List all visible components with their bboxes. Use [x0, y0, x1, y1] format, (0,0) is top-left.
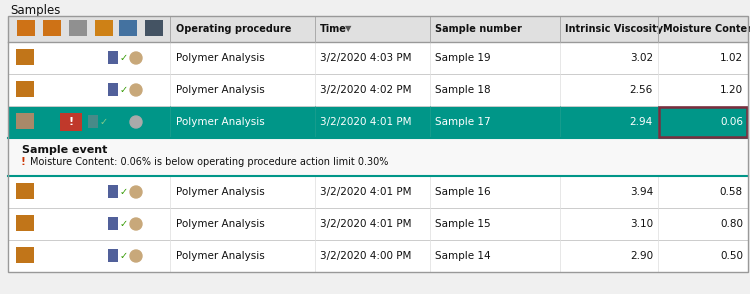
Text: 3.10: 3.10 [630, 219, 653, 229]
Text: Polymer Analysis: Polymer Analysis [176, 219, 265, 229]
Circle shape [130, 186, 142, 198]
Text: ✓: ✓ [100, 117, 108, 127]
Text: !: ! [20, 157, 25, 167]
Text: ✓: ✓ [120, 251, 128, 261]
Text: 2.94: 2.94 [630, 117, 653, 127]
Text: 3/2/2020 4:01 PM: 3/2/2020 4:01 PM [320, 219, 412, 229]
Text: Operating procedure: Operating procedure [176, 24, 291, 34]
Text: Sample 16: Sample 16 [435, 187, 490, 197]
Text: Polymer Analysis: Polymer Analysis [176, 53, 265, 63]
Text: ▼: ▼ [345, 24, 352, 34]
Text: 3.02: 3.02 [630, 53, 653, 63]
Circle shape [130, 218, 142, 230]
Text: 3/2/2020 4:02 PM: 3/2/2020 4:02 PM [320, 85, 412, 95]
Bar [16, 81, 34, 97]
Bar [16, 49, 34, 65]
Text: Polymer Analysis: Polymer Analysis [176, 85, 265, 95]
Text: 2.56: 2.56 [630, 85, 653, 95]
Bar [88, 115, 98, 128]
Bar [8, 16, 748, 42]
Text: Moisture Content [%]: Moisture Content [%] [663, 24, 750, 34]
Text: ✓: ✓ [120, 53, 128, 63]
Text: Samples: Samples [10, 4, 60, 17]
Bar [8, 16, 748, 272]
Text: 0.80: 0.80 [720, 219, 743, 229]
Text: 0.06: 0.06 [720, 117, 743, 127]
Bar [16, 113, 34, 129]
Text: 2.90: 2.90 [630, 251, 653, 261]
Text: Polymer Analysis: Polymer Analysis [176, 187, 265, 197]
Bar [8, 16, 748, 272]
Text: Sample 19: Sample 19 [435, 53, 490, 63]
Text: Polymer Analysis: Polymer Analysis [176, 251, 265, 261]
Bar [108, 217, 118, 230]
Bar [16, 247, 34, 263]
Circle shape [130, 84, 142, 96]
Bar [108, 51, 118, 64]
Text: Sample 15: Sample 15 [435, 219, 490, 229]
Text: 3.94: 3.94 [630, 187, 653, 197]
Bar [17, 20, 35, 36]
Bar [119, 20, 137, 36]
Text: 1.02: 1.02 [720, 53, 743, 63]
Text: Polymer Analysis: Polymer Analysis [176, 117, 265, 127]
Bar [8, 106, 748, 138]
Bar [16, 215, 34, 231]
Bar [95, 20, 113, 36]
Circle shape [130, 250, 142, 262]
Bar [8, 176, 748, 208]
Text: 0.58: 0.58 [720, 187, 743, 197]
Text: ✓: ✓ [120, 187, 128, 197]
Text: Sample 17: Sample 17 [435, 117, 490, 127]
Text: Sample 14: Sample 14 [435, 251, 490, 261]
Text: 3/2/2020 4:01 PM: 3/2/2020 4:01 PM [320, 117, 412, 127]
Text: Sample number: Sample number [435, 24, 522, 34]
Bar [8, 138, 748, 176]
Bar [108, 83, 118, 96]
Text: 3/2/2020 4:03 PM: 3/2/2020 4:03 PM [320, 53, 412, 63]
Text: 0.50: 0.50 [720, 251, 743, 261]
Text: ✓: ✓ [120, 219, 128, 229]
Bar [8, 208, 748, 240]
Text: Moisture Content: 0.06% is below operating procedure action limit 0.30%: Moisture Content: 0.06% is below operati… [30, 157, 388, 167]
Text: Sample 18: Sample 18 [435, 85, 490, 95]
Bar [108, 185, 118, 198]
Bar [69, 20, 87, 36]
Bar [145, 20, 163, 36]
Text: Intrinsic Viscosity: Intrinsic Viscosity [565, 24, 663, 34]
Circle shape [130, 116, 142, 128]
Bar [8, 240, 748, 272]
Circle shape [130, 52, 142, 64]
Text: Sample event: Sample event [22, 145, 107, 155]
Bar [108, 249, 118, 262]
Text: 3/2/2020 4:00 PM: 3/2/2020 4:00 PM [320, 251, 411, 261]
Bar [16, 183, 34, 199]
Text: 3/2/2020 4:01 PM: 3/2/2020 4:01 PM [320, 187, 412, 197]
Text: ✓: ✓ [120, 85, 128, 95]
Bar [43, 20, 61, 36]
Text: Time: Time [320, 24, 346, 34]
Bar [8, 42, 748, 74]
Bar [659, 107, 747, 137]
Text: !: ! [68, 117, 74, 127]
Bar [8, 74, 748, 106]
Text: 1.20: 1.20 [720, 85, 743, 95]
Bar [60, 113, 82, 131]
